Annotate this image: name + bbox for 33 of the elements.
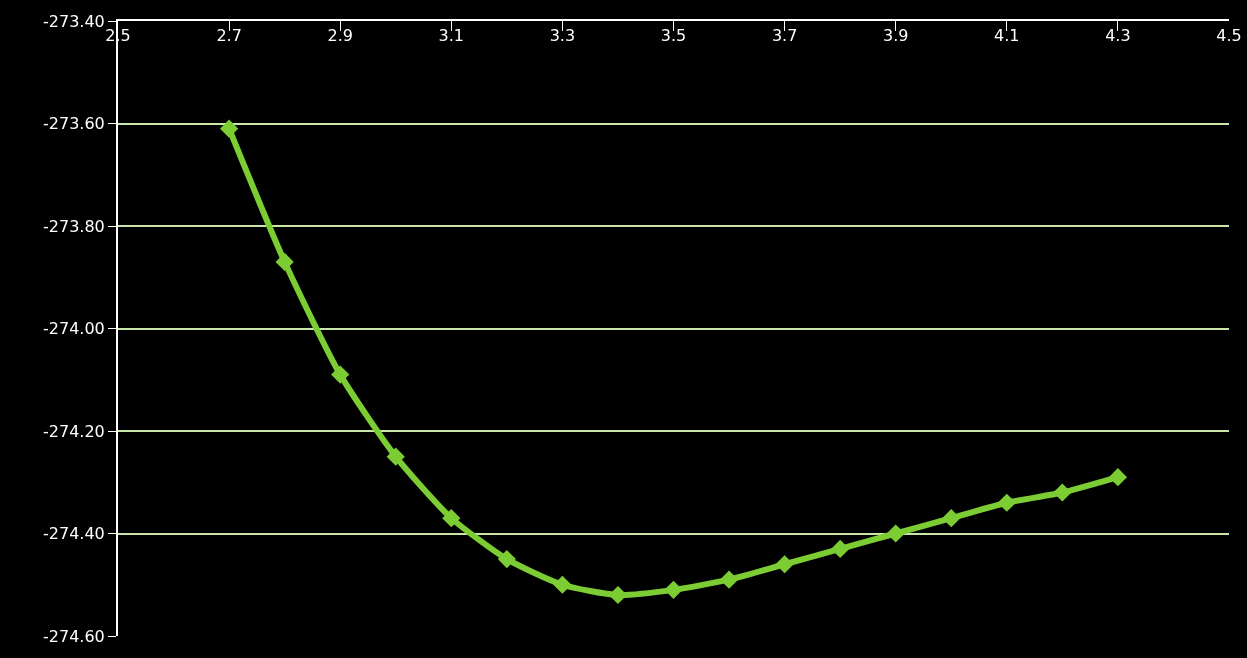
point — [775, 555, 794, 574]
point — [997, 493, 1016, 512]
x-tick-label: 3.5 — [660, 25, 687, 45]
x-tick-label: 3.1 — [438, 25, 465, 45]
point — [1108, 468, 1127, 487]
point — [942, 509, 961, 528]
x-tick-label: 2.9 — [327, 25, 353, 45]
y-tick-label: -274.00 — [43, 319, 105, 339]
point — [275, 252, 294, 271]
point — [497, 550, 516, 569]
point — [664, 580, 683, 599]
y-tick-label: -274.60 — [43, 626, 105, 646]
point — [886, 524, 905, 543]
x-tick-label: 3.9 — [882, 25, 909, 45]
y-tick-label: -273.40 — [43, 11, 105, 31]
point — [831, 539, 850, 558]
y-tick-label: -274.20 — [43, 421, 105, 441]
x-tick-label: 3.7 — [771, 25, 798, 45]
x-tick-label: 4.5 — [1216, 25, 1242, 45]
point — [386, 447, 405, 466]
y-tick-label: -273.80 — [43, 216, 105, 236]
point — [1053, 483, 1072, 502]
x-tick-label: 2.7 — [216, 25, 242, 45]
point — [553, 575, 572, 594]
y-tick-label: -274.40 — [43, 524, 105, 544]
y-tick-label: -273.60 — [43, 114, 105, 134]
x-tick-label: 4.1 — [994, 25, 1020, 45]
point — [331, 365, 350, 384]
point — [220, 119, 239, 138]
x-tick-label: 3.3 — [549, 25, 576, 45]
point — [442, 509, 461, 528]
point — [719, 570, 739, 589]
x-tick-label: 4.3 — [1105, 25, 1131, 45]
